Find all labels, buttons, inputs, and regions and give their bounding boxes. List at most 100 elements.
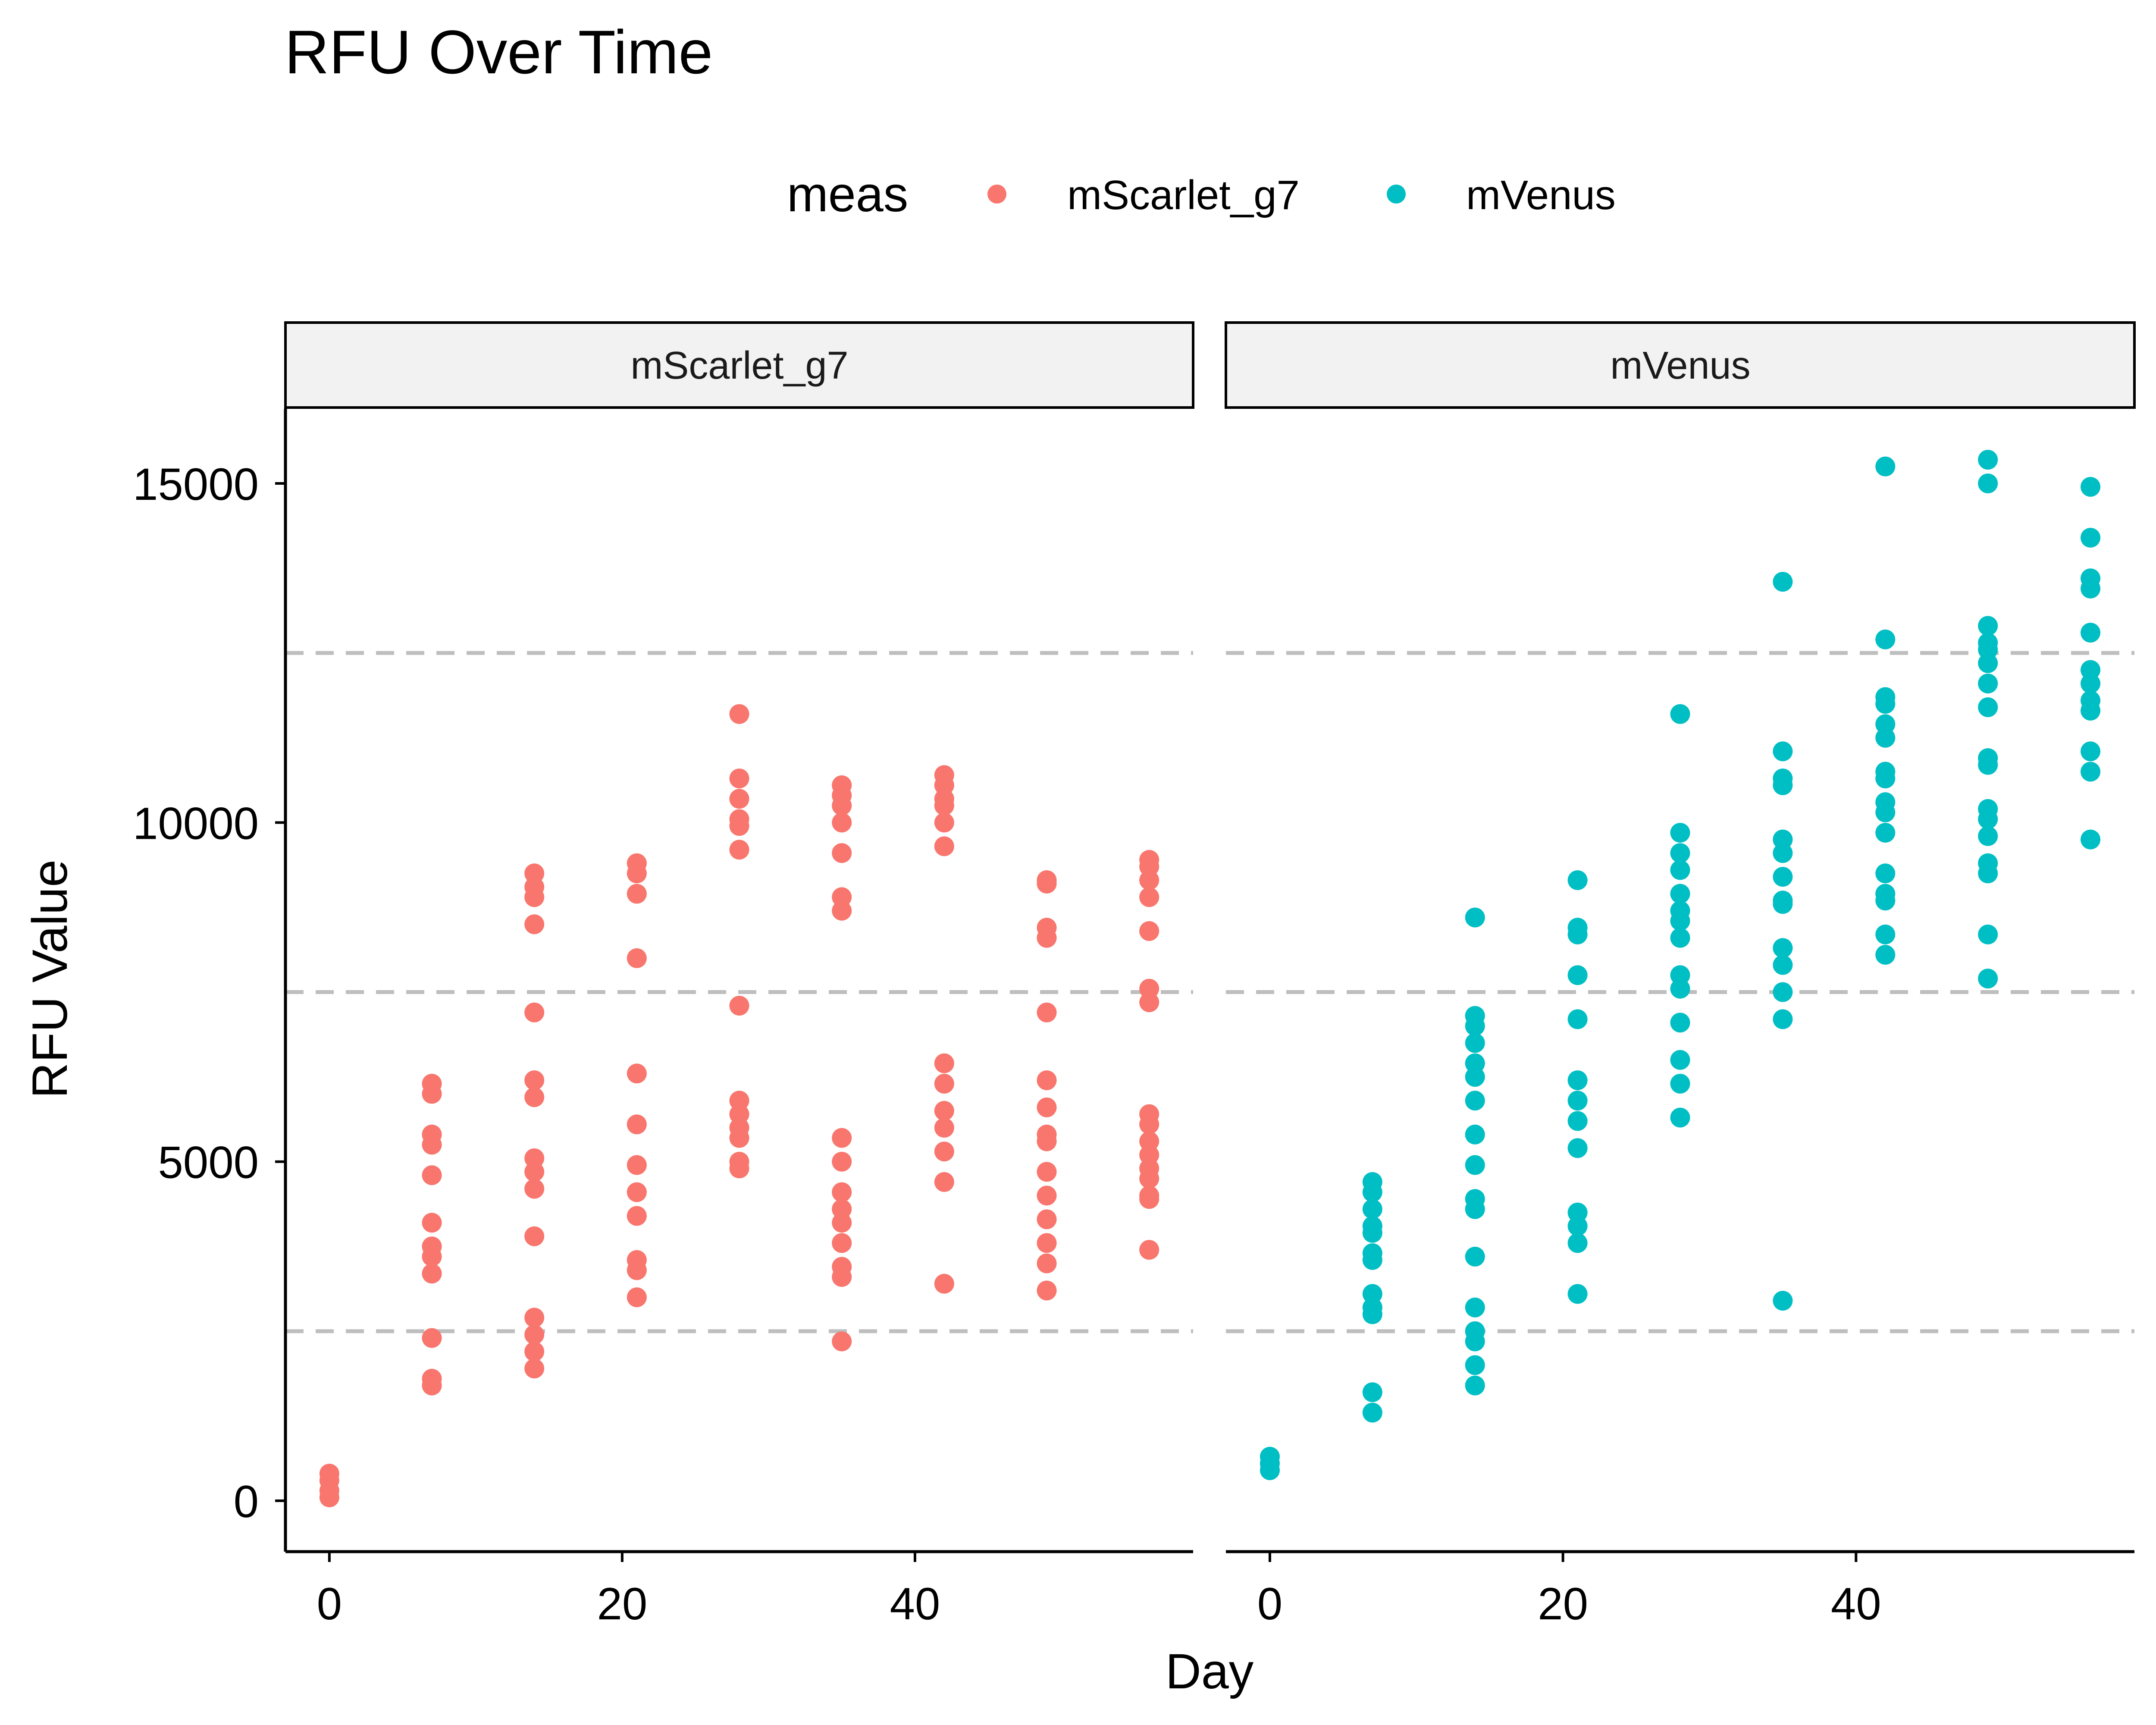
data-point-mvenus [1978,673,1998,693]
data-point-mvenus [1362,1304,1382,1324]
data-point-mvenus [1875,863,1896,884]
data-point-mscarlet-g7 [422,1246,442,1267]
data-point-mvenus [1978,809,1998,829]
data-point-mscarlet-g7 [729,1128,749,1148]
data-point-mscarlet-g7 [1037,1186,1057,1206]
data-point-mscarlet-g7 [729,1158,749,1179]
y-tick-label: 5000 [158,1138,259,1188]
data-point-mscarlet-g7 [524,887,545,907]
y-axis-title: RFU Value [22,859,78,1098]
data-point-mscarlet-g7 [729,1104,749,1124]
data-point-mvenus [1362,1382,1382,1402]
data-point-mscarlet-g7 [1037,1162,1057,1182]
data-point-mscarlet-g7 [1139,979,1159,999]
data-point-mvenus [1773,867,1793,887]
data-point-mvenus [1670,704,1690,724]
data-point-mscarlet-g7 [832,1213,852,1233]
data-point-mvenus [2081,741,2101,762]
data-point-mscarlet-g7 [524,1162,545,1182]
data-point-mvenus [1978,449,1998,470]
data-point-mvenus [1465,1155,1485,1175]
x-tick-label-mscarlet-g7: 0 [317,1579,342,1629]
data-point-mvenus [1773,843,1793,863]
data-point-mscarlet-g7 [729,704,749,724]
data-point-mvenus [1875,802,1896,822]
data-point-mvenus [1362,1250,1382,1270]
data-point-mscarlet-g7 [524,1342,545,1362]
data-point-mscarlet-g7 [934,796,954,816]
y-tick-label: 10000 [133,798,259,849]
data-point-mvenus [1465,1016,1485,1036]
data-point-mvenus [1875,694,1896,714]
data-point-mvenus [1260,1460,1280,1480]
data-point-mscarlet-g7 [1139,887,1159,907]
data-point-mvenus [1670,979,1690,999]
data-point-mvenus [1465,1199,1485,1219]
data-point-mvenus [1670,860,1690,880]
data-point-mscarlet-g7 [729,995,749,1016]
data-point-mvenus [1465,907,1485,928]
data-point-mscarlet-g7 [934,1073,954,1094]
data-point-mvenus [1465,1246,1485,1267]
data-point-mscarlet-g7 [729,1091,749,1111]
x-tick-label-mvenus: 0 [1257,1579,1282,1629]
data-point-mvenus [1362,1223,1382,1243]
data-point-mvenus [1567,1284,1588,1304]
data-point-mvenus [1773,938,1793,958]
data-point-mvenus [1773,741,1793,762]
data-point-mvenus [1567,1111,1588,1131]
data-point-mvenus [1362,1199,1382,1219]
data-point-mscarlet-g7 [422,1165,442,1186]
data-point-mscarlet-g7 [1037,1253,1057,1273]
data-point-mscarlet-g7 [524,1148,545,1168]
data-point-mscarlet-g7 [524,1324,545,1345]
facet-strip-label-mvenus: mVenus [1610,344,1750,387]
data-point-mvenus [2081,622,2101,643]
data-point-mscarlet-g7 [729,816,749,836]
facet-strip-mvenus [1225,321,2136,409]
data-point-mvenus [1978,616,1998,636]
data-point-mscarlet-g7 [1139,1169,1159,1189]
data-point-mscarlet-g7 [934,1118,954,1138]
x-tick-label-mvenus: 20 [1538,1579,1588,1629]
data-point-mvenus [1465,1033,1485,1053]
data-point-mvenus [1875,728,1896,748]
data-point-mscarlet-g7 [524,1358,545,1379]
data-point-mvenus [1875,714,1896,734]
legend-swatch-mvenus [1387,185,1406,204]
data-point-mscarlet-g7 [832,1331,852,1352]
y-tick-label: 0 [234,1477,259,1527]
data-point-mscarlet-g7 [934,1053,954,1073]
x-tick-label-mscarlet-g7: 20 [597,1579,647,1629]
data-point-mscarlet-g7 [524,1002,545,1022]
data-point-mscarlet-g7 [1139,921,1159,941]
data-point-mvenus [1567,1233,1588,1253]
data-point-mscarlet-g7 [1037,1233,1057,1253]
data-point-mscarlet-g7 [627,1206,647,1226]
data-point-mvenus [1773,572,1793,592]
data-point-mscarlet-g7 [319,1487,339,1508]
data-point-mvenus [1567,965,1588,985]
data-point-mvenus [1978,473,1998,493]
data-point-mvenus [1773,982,1793,1002]
data-point-mscarlet-g7 [627,1063,647,1084]
data-point-mvenus [1465,1331,1485,1352]
facet-strip-mscarlet [284,321,1194,409]
data-point-mscarlet-g7 [1037,928,1057,948]
data-point-mscarlet-g7 [524,1308,545,1328]
data-point-mscarlet-g7 [524,1070,545,1090]
legend-label-mscarlet: mScarlet_g7 [1067,172,1300,218]
data-point-mvenus [1670,928,1690,948]
data-point-mvenus [1362,1402,1382,1423]
data-point-mvenus [1670,965,1690,985]
data-point-mvenus [1978,863,1998,884]
data-point-mvenus [1362,1284,1382,1304]
data-point-mscarlet-g7 [524,914,545,935]
data-point-mscarlet-g7 [832,812,852,833]
data-point-mscarlet-g7 [729,789,749,809]
data-point-mvenus [1978,969,1998,989]
data-point-mscarlet-g7 [1037,1280,1057,1301]
x-tick-label-mvenus: 40 [1831,1579,1881,1629]
data-point-mvenus [1978,697,1998,717]
